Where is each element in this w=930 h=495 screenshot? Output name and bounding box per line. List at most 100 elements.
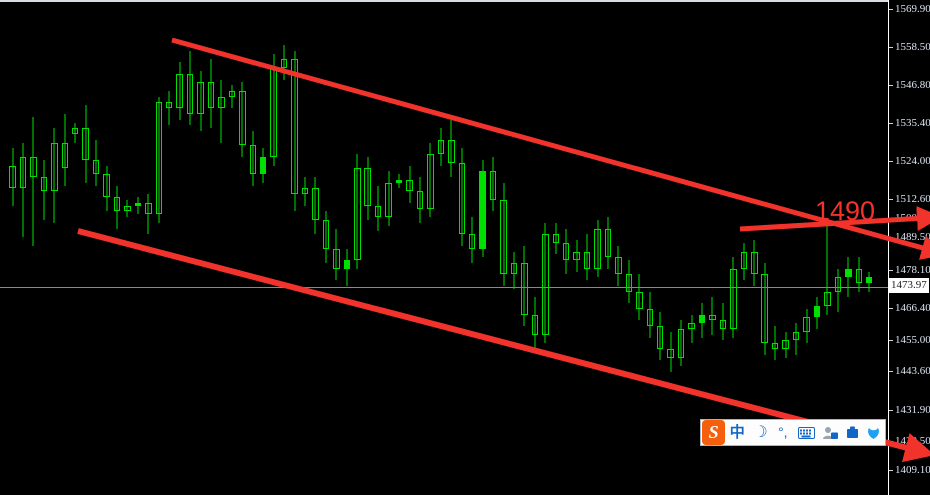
candlestick bbox=[677, 320, 685, 367]
candlestick bbox=[322, 211, 330, 263]
candle-body bbox=[740, 251, 748, 269]
candlestick bbox=[521, 245, 528, 327]
price-tick-mark bbox=[889, 85, 893, 86]
chinese-mode-icon[interactable]: 中 bbox=[729, 424, 745, 441]
candlestick bbox=[312, 176, 319, 235]
candle-body bbox=[709, 314, 716, 321]
candlestick bbox=[646, 291, 654, 338]
candlestick bbox=[270, 53, 277, 166]
price-tick-mark bbox=[889, 371, 893, 372]
candle-body bbox=[761, 274, 768, 344]
sogou-logo-icon[interactable]: S bbox=[702, 420, 726, 445]
candle-body bbox=[9, 165, 16, 189]
candle-body bbox=[855, 268, 862, 284]
keyboard-icon[interactable] bbox=[794, 420, 818, 445]
candlestick bbox=[416, 176, 424, 223]
candle-body bbox=[521, 262, 528, 315]
candlestick bbox=[761, 263, 768, 355]
candle-wick bbox=[158, 96, 160, 223]
price-axis[interactable]: 1569.90 1558.50 1546.80 1535.40 1524.00 1512.… bbox=[888, 0, 930, 495]
price-tick-mark bbox=[889, 161, 893, 162]
candle-body bbox=[61, 142, 68, 169]
candlestick bbox=[260, 148, 267, 183]
moon-icon[interactable]: ☽ bbox=[753, 424, 768, 441]
price-tick-label: 1455.00 bbox=[895, 334, 930, 346]
candle-body bbox=[145, 202, 152, 215]
candlestick bbox=[792, 323, 800, 355]
price-tick-label: 1478.10 bbox=[895, 264, 930, 276]
candle-body bbox=[542, 234, 549, 335]
candlestick bbox=[354, 154, 361, 269]
candle-body bbox=[573, 251, 580, 261]
toolbox-icon[interactable] bbox=[842, 420, 862, 445]
candle-wick bbox=[64, 113, 66, 186]
candle-body bbox=[562, 242, 570, 261]
candle-body bbox=[803, 317, 810, 332]
candlestick bbox=[71, 122, 79, 143]
price-tick-label: 1512.60 bbox=[895, 193, 930, 205]
candlestick bbox=[855, 257, 862, 292]
candle-body bbox=[458, 162, 465, 235]
current-price-tag: 1473.97 bbox=[889, 278, 929, 293]
candlestick bbox=[228, 85, 236, 109]
candle-body bbox=[677, 328, 685, 358]
candlestick bbox=[374, 185, 382, 232]
candle-body bbox=[583, 251, 591, 269]
window-top-border bbox=[0, 0, 930, 2]
candle-body bbox=[134, 202, 142, 206]
candlestick bbox=[688, 314, 695, 344]
candlestick bbox=[510, 251, 518, 289]
candle-body bbox=[374, 205, 382, 218]
candle-body bbox=[531, 314, 539, 335]
candle-wick bbox=[137, 197, 139, 215]
candle-body bbox=[385, 182, 392, 218]
candlestick bbox=[583, 234, 591, 281]
candlestick bbox=[771, 326, 779, 361]
price-tick-label: 1420.50 bbox=[895, 435, 930, 447]
candlestick bbox=[865, 271, 873, 292]
candle-wick bbox=[106, 165, 108, 212]
candlestick bbox=[625, 260, 633, 304]
candlestick bbox=[40, 159, 48, 220]
candle-body bbox=[813, 305, 821, 318]
fan-icon[interactable] bbox=[863, 420, 885, 445]
sogou-ime-toolbar[interactable]: S 中 ☽ °, bbox=[700, 419, 886, 446]
price-tick-label: 1569.90 bbox=[895, 3, 930, 15]
candle-body bbox=[218, 96, 225, 109]
candle-body bbox=[437, 139, 445, 155]
candle-body bbox=[343, 260, 351, 269]
candle-body bbox=[249, 145, 257, 175]
candle-body bbox=[82, 128, 89, 160]
candle-wick bbox=[691, 314, 693, 344]
candle-body bbox=[51, 142, 58, 192]
candle-wick bbox=[12, 148, 14, 206]
candle-body bbox=[845, 268, 852, 278]
candle-body bbox=[155, 102, 163, 215]
candlestick bbox=[155, 96, 163, 223]
candlestick bbox=[803, 308, 810, 344]
candle-body bbox=[594, 228, 601, 269]
price-tick-label: 1524.00 bbox=[895, 155, 930, 167]
candlestick bbox=[719, 303, 727, 341]
candle-body bbox=[40, 176, 48, 192]
candlestick bbox=[239, 82, 246, 157]
current-price-line bbox=[0, 287, 888, 288]
candle-wick bbox=[116, 185, 118, 229]
candle-wick bbox=[147, 194, 149, 235]
candle-body bbox=[113, 197, 121, 212]
candlestick bbox=[667, 331, 674, 372]
price-tick-mark bbox=[889, 308, 893, 309]
candle-wick bbox=[53, 128, 55, 223]
user-icon[interactable] bbox=[818, 420, 842, 445]
candlestick bbox=[562, 228, 570, 275]
candle-body bbox=[354, 168, 361, 261]
candle-body bbox=[166, 102, 173, 109]
price-tick-label: 1546.80 bbox=[895, 79, 930, 91]
candle-body bbox=[625, 274, 633, 292]
price-tick-label: 1535.40 bbox=[895, 117, 930, 129]
candlestick bbox=[30, 116, 37, 246]
candlestick bbox=[468, 217, 476, 263]
candle-body bbox=[751, 251, 758, 275]
candle-body bbox=[865, 277, 873, 284]
punctuation-icon[interactable]: °, bbox=[778, 424, 788, 440]
